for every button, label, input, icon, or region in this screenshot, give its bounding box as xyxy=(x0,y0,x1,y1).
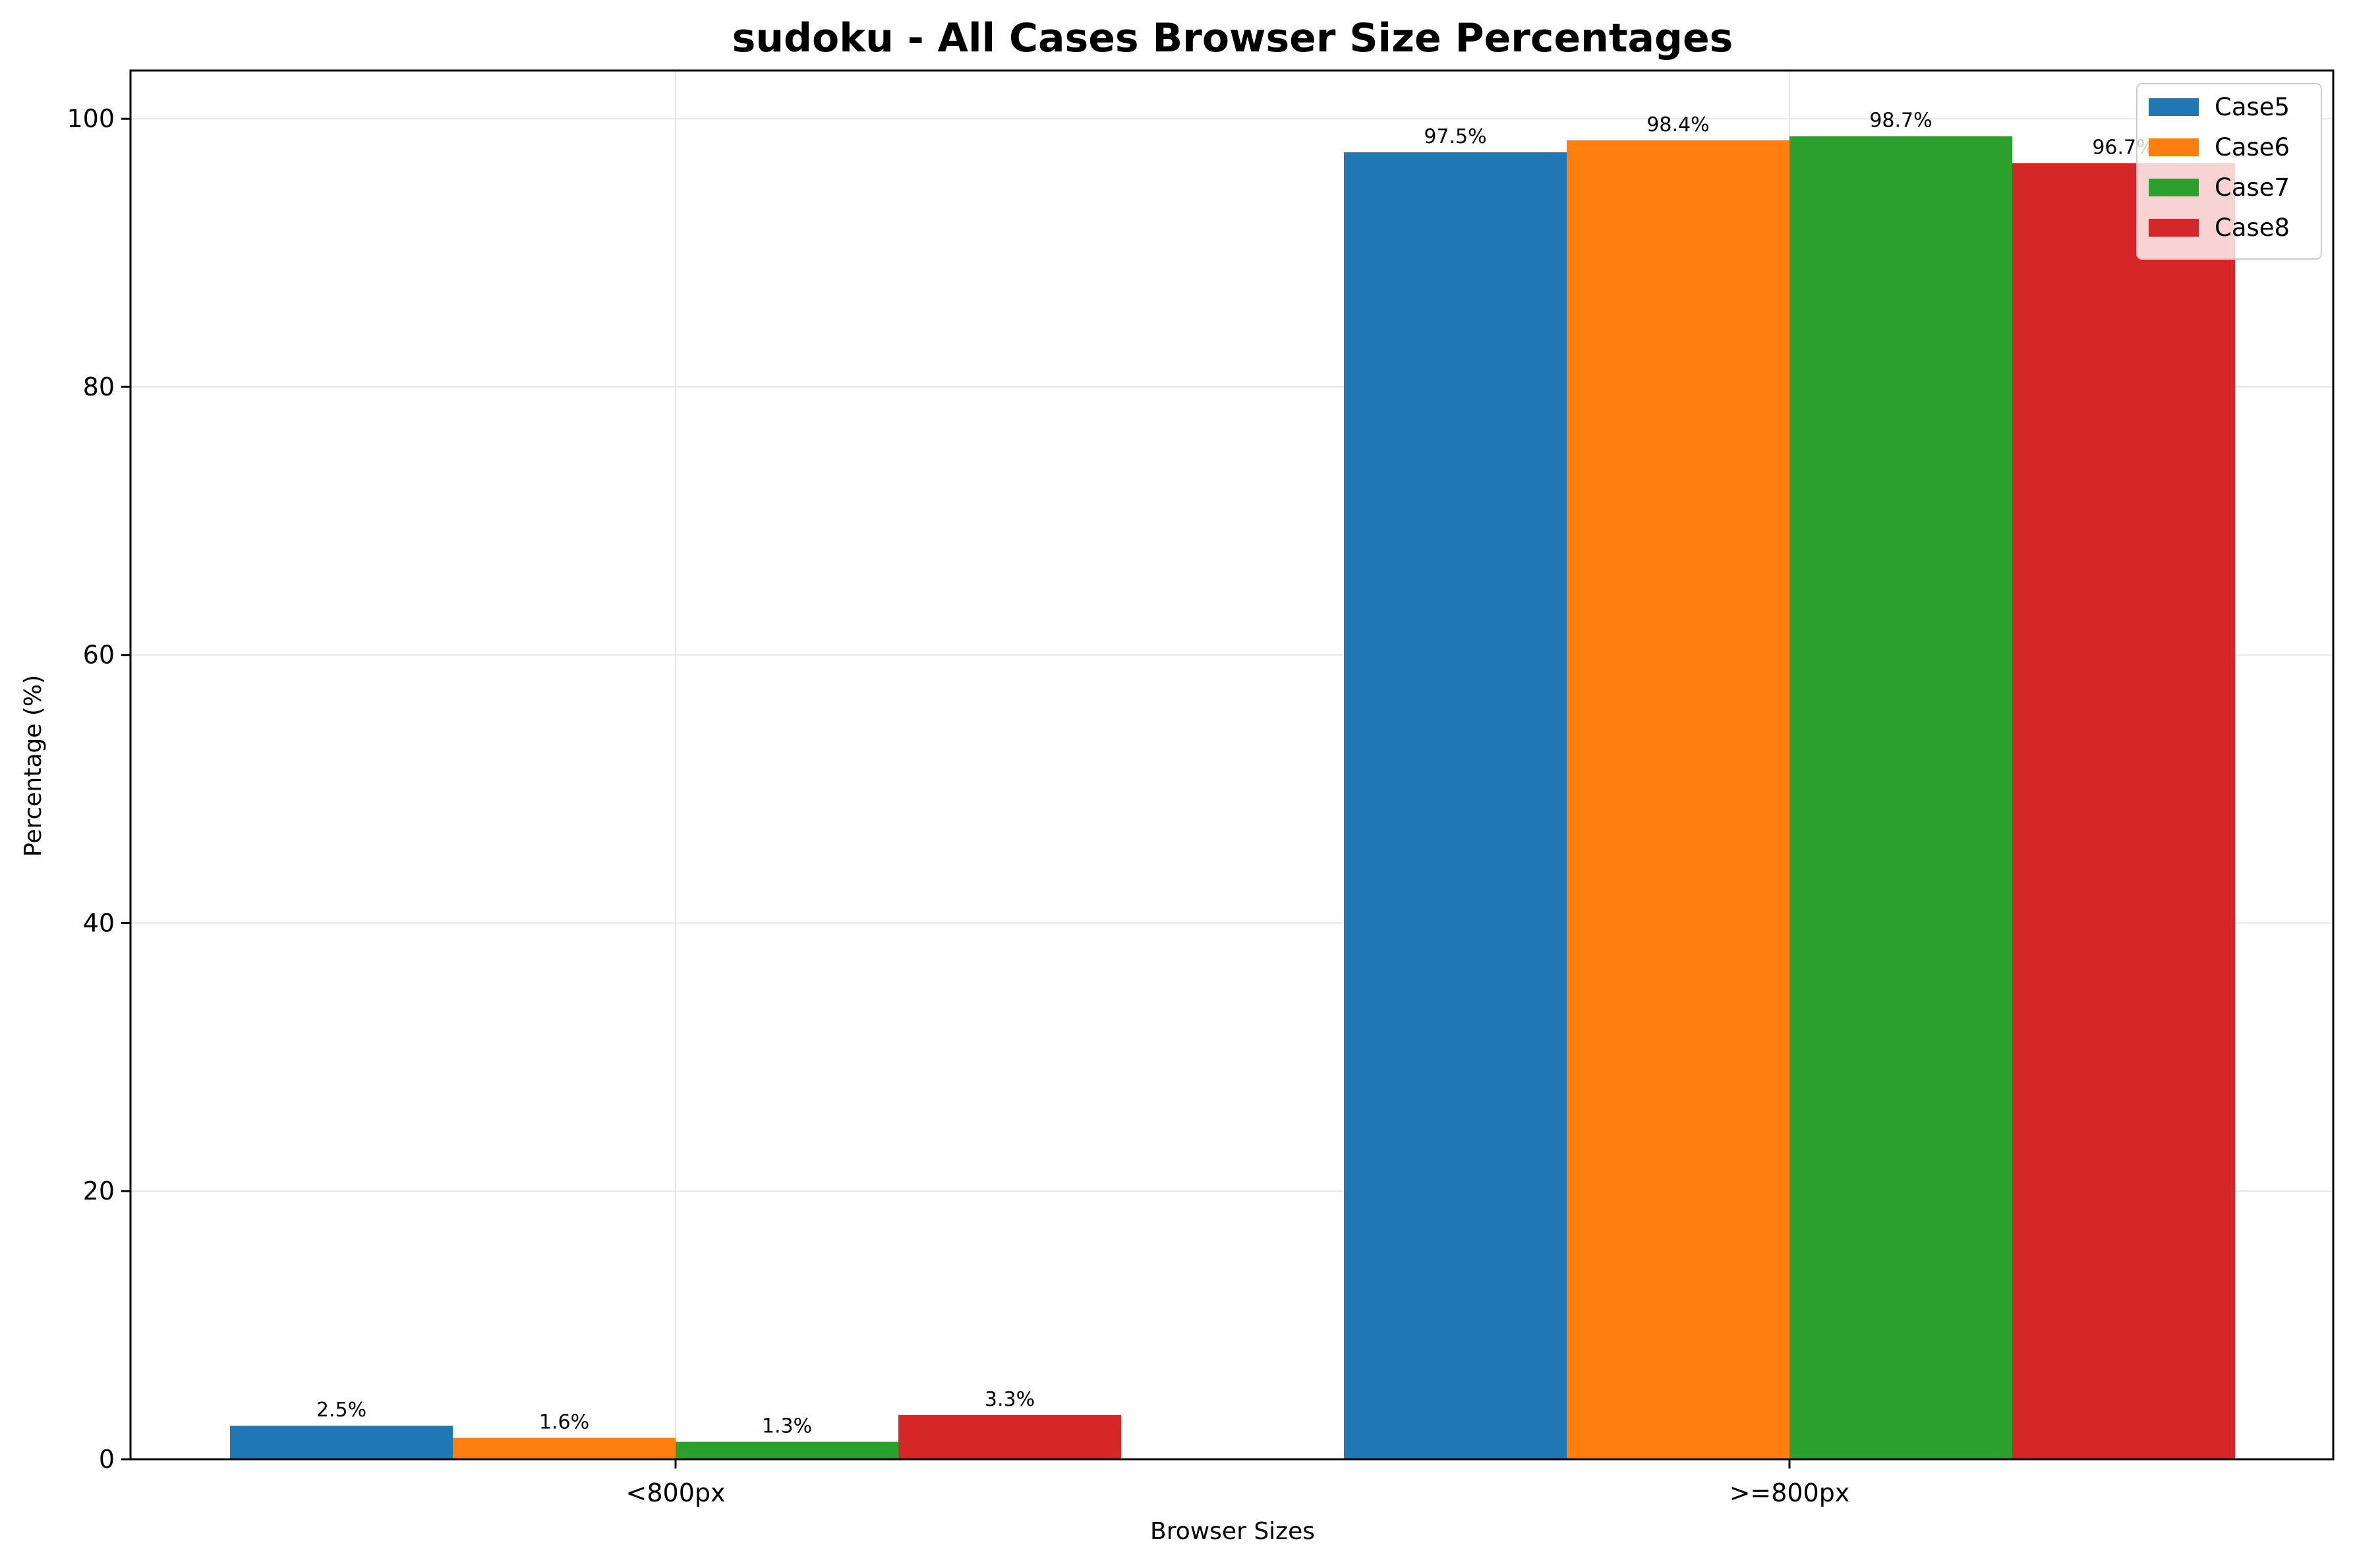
legend-label-case8: Case8 xyxy=(2215,214,2290,242)
bars-layer xyxy=(230,136,2235,1460)
x-tick-label: <800px xyxy=(626,1478,726,1507)
y-tick-label: 40 xyxy=(83,908,115,937)
grid-layer xyxy=(131,71,2333,1460)
data-label: 98.4% xyxy=(1646,113,1709,136)
legend: Case5 Case6 Case7 Case8 xyxy=(2136,83,2322,260)
data-label: 1.6% xyxy=(539,1410,589,1434)
chart-title: sudoku - All Cases Browser Size Percenta… xyxy=(732,15,1733,61)
bar-case7-gte800px xyxy=(1789,136,2012,1460)
legend-swatch-case5 xyxy=(2149,98,2199,116)
legend-label-case7: Case7 xyxy=(2215,173,2290,202)
data-labels-layer: 2.5%97.5%1.6%98.4%1.3%98.7%3.3%96.7% xyxy=(316,109,2155,1438)
data-label: 1.3% xyxy=(762,1415,812,1438)
plot-frame xyxy=(129,69,2335,1461)
data-label: 97.5% xyxy=(1424,125,1486,148)
bar-case8-lt800px xyxy=(898,1414,1121,1459)
legend-label-case6: Case6 xyxy=(2215,133,2290,161)
data-label: 2.5% xyxy=(316,1399,366,1422)
y-tick-label: 60 xyxy=(83,641,115,670)
y-tick-label: 20 xyxy=(83,1176,115,1205)
bar-case6-gte800px xyxy=(1567,140,1789,1460)
bar-case5-gte800px xyxy=(1344,152,1567,1460)
axes-layer: 0 20 40 60 80 100 <800px >=800px xyxy=(67,69,2335,1507)
bar-case5-lt800px xyxy=(230,1426,453,1459)
x-axis-label: Browser Sizes xyxy=(1150,1518,1315,1545)
legend-box xyxy=(2136,83,2322,260)
data-label: 98.7% xyxy=(1869,109,1932,132)
x-tick-label: >=800px xyxy=(1729,1478,1850,1507)
legend-swatch-case7 xyxy=(2149,179,2199,196)
bar-case6-lt800px xyxy=(453,1437,676,1459)
y-tick-label: 80 xyxy=(83,372,115,401)
legend-swatch-case8 xyxy=(2149,219,2199,237)
legend-label-case5: Case5 xyxy=(2215,93,2290,121)
data-label: 3.3% xyxy=(985,1388,1035,1411)
y-axis-label: Percentage (%) xyxy=(20,675,47,857)
legend-swatch-case6 xyxy=(2149,138,2199,156)
bar-case8-gte800px xyxy=(2012,163,2235,1460)
bar-case7-lt800px xyxy=(676,1441,898,1459)
y-tick-label: 100 xyxy=(67,104,115,133)
y-tick-label: 0 xyxy=(99,1445,115,1474)
